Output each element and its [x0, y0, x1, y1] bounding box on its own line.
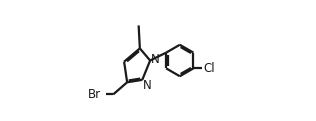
Text: N: N [151, 53, 160, 66]
Text: Cl: Cl [203, 62, 215, 75]
Text: Br: Br [88, 88, 100, 101]
Text: N: N [143, 79, 152, 92]
